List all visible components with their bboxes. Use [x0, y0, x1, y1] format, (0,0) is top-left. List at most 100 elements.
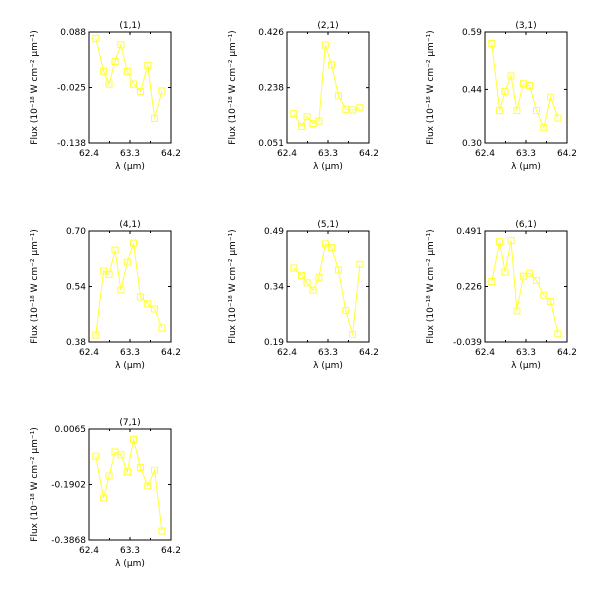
series-line — [95, 38, 163, 119]
y-tick-label: -0.1902 — [51, 481, 86, 491]
data-point — [526, 269, 534, 277]
data-point — [123, 468, 131, 476]
plot-frame — [286, 31, 370, 144]
data-point — [111, 246, 119, 254]
data-point — [151, 305, 159, 313]
data-point — [130, 80, 138, 88]
data-point — [100, 67, 108, 75]
data-point — [130, 435, 138, 443]
y-tick-label: 0.54 — [66, 283, 86, 293]
x-tick-label: 62.4 — [475, 348, 495, 358]
data-point — [158, 324, 166, 332]
x-tick-label: 62.4 — [79, 149, 99, 159]
plot-frame — [484, 230, 568, 343]
data-point — [496, 238, 504, 246]
x-tick-label: 64.2 — [557, 348, 577, 358]
data-point — [356, 104, 364, 112]
data-point — [547, 297, 555, 305]
data-point — [290, 110, 298, 118]
data-point — [144, 482, 152, 490]
series-line — [95, 439, 163, 532]
x-axis-label: λ (μm) — [511, 162, 541, 172]
data-point — [137, 293, 144, 301]
y-tick-label: 0.088 — [60, 28, 86, 38]
y-tick-label: 0.0065 — [55, 425, 87, 435]
data-point — [123, 258, 131, 266]
panel-3: (3,1) 62.4 63.3 64.2 0.30 0.44 0.59 λ (μm) Flux … — [426, 21, 577, 172]
x-tick-label: 64.2 — [161, 348, 181, 358]
data-point — [92, 331, 100, 339]
data-point — [356, 260, 364, 268]
x-tick-label: 63.3 — [318, 149, 338, 159]
data-point — [540, 291, 548, 299]
panel-1: (1,1) 62.4 63.3 64.2 -0.138 -0.025 0.088 λ (μm)… — [30, 21, 181, 172]
data-point — [342, 307, 350, 315]
y-tick-label: 0.238 — [258, 84, 284, 94]
y-tick-label: 0.051 — [258, 139, 284, 149]
x-tick-label: 64.2 — [161, 149, 181, 159]
y-tick-label: 0.34 — [264, 283, 284, 293]
data-point — [335, 266, 342, 274]
y-tick-label: -0.3868 — [51, 536, 86, 546]
data-point — [117, 286, 125, 294]
data-point — [547, 93, 555, 101]
x-tick-label: 62.4 — [475, 149, 495, 159]
x-tick-label: 63.3 — [120, 348, 140, 358]
x-tick-label: 64.2 — [359, 348, 379, 358]
data-point — [533, 107, 540, 114]
y-tick-label: 0.426 — [258, 28, 284, 38]
y-tick-label: -0.138 — [57, 139, 86, 149]
panel-6: (6,1) 62.4 63.3 64.2 -0.039 0.226 0.491 λ (μm) F… — [426, 220, 577, 371]
x-tick-label: 63.3 — [120, 149, 140, 159]
x-tick-label: 62.4 — [277, 149, 297, 159]
data-point — [349, 106, 357, 114]
y-tick-label: 0.19 — [264, 338, 284, 348]
panel-title: (5,1) — [317, 220, 338, 230]
data-point — [158, 87, 166, 95]
data-point — [144, 61, 152, 69]
data-point — [123, 67, 131, 75]
data-point — [298, 122, 306, 130]
data-point — [501, 268, 509, 276]
data-point — [513, 107, 521, 114]
y-axis-label: Flux (10⁻¹⁸ W cm⁻² μm⁻¹) — [30, 427, 40, 541]
series-line — [491, 240, 559, 334]
panel-5: (5,1) 62.4 63.3 64.2 0.19 0.34 0.49 λ (μm) Flux … — [228, 220, 379, 371]
x-axis-label: λ (μm) — [115, 162, 145, 172]
y-tick-label: 0.38 — [66, 338, 86, 348]
data-point — [151, 466, 159, 474]
x-axis-label: λ (μm) — [313, 361, 343, 371]
data-point — [321, 41, 329, 49]
data-point — [540, 124, 548, 132]
data-point — [117, 41, 125, 49]
y-tick-label: 0.59 — [462, 28, 482, 38]
y-tick-label: 0.44 — [462, 85, 482, 95]
x-tick-label: 64.2 — [557, 149, 577, 159]
panel-title: (6,1) — [515, 220, 536, 230]
series-line — [95, 242, 163, 336]
data-point — [342, 105, 350, 113]
x-axis-label: λ (μm) — [511, 361, 541, 371]
data-point — [151, 114, 159, 122]
y-tick-label: 0.49 — [264, 227, 284, 237]
data-point — [488, 40, 496, 47]
y-tick-label: 0.30 — [462, 139, 482, 149]
data-point — [335, 92, 342, 100]
data-point — [315, 117, 323, 125]
y-axis-label: Flux (10⁻¹⁸ W cm⁻² μm⁻¹) — [228, 229, 238, 343]
data-point — [328, 244, 336, 252]
data-point — [105, 472, 113, 480]
y-axis-label: Flux (10⁻¹⁸ W cm⁻² μm⁻¹) — [426, 229, 436, 343]
y-axis-label: Flux (10⁻¹⁸ W cm⁻² μm⁻¹) — [228, 30, 238, 144]
data-point — [554, 114, 562, 122]
data-point — [111, 58, 119, 65]
y-axis-label: Flux (10⁻¹⁸ W cm⁻² μm⁻¹) — [426, 30, 436, 144]
panel-4: (4,1) 62.4 63.3 64.2 0.38 0.54 0.70 λ (μm) Flux … — [30, 220, 181, 371]
data-point — [501, 87, 509, 95]
y-tick-label: -0.039 — [453, 338, 482, 348]
data-point — [526, 82, 534, 90]
series-line — [491, 43, 559, 130]
x-tick-label: 62.4 — [277, 348, 297, 358]
data-point — [137, 87, 144, 95]
